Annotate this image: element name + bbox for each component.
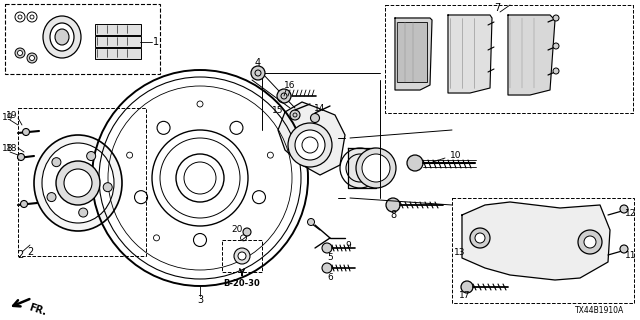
Circle shape: [322, 263, 332, 273]
Text: 12: 12: [625, 209, 636, 218]
Text: 16: 16: [284, 81, 296, 90]
Text: 3: 3: [197, 295, 203, 305]
Polygon shape: [462, 202, 610, 280]
Text: 18: 18: [6, 143, 18, 153]
Circle shape: [27, 53, 37, 63]
Text: 8: 8: [390, 210, 396, 220]
Circle shape: [322, 243, 332, 253]
Circle shape: [470, 228, 490, 248]
Circle shape: [47, 193, 56, 202]
Text: 4: 4: [255, 58, 261, 68]
Text: 19: 19: [6, 110, 18, 119]
Text: B-20-30: B-20-30: [223, 279, 260, 289]
Circle shape: [553, 43, 559, 49]
Circle shape: [407, 155, 423, 171]
Ellipse shape: [34, 135, 122, 231]
Polygon shape: [448, 15, 492, 93]
FancyBboxPatch shape: [397, 22, 427, 82]
Text: 10: 10: [450, 150, 461, 159]
Circle shape: [79, 208, 88, 217]
Circle shape: [251, 66, 265, 80]
Circle shape: [52, 158, 61, 167]
FancyBboxPatch shape: [95, 36, 141, 46]
Bar: [385, 5, 633, 113]
Circle shape: [310, 114, 319, 123]
Bar: [222, 240, 262, 272]
Circle shape: [578, 230, 602, 254]
Text: 11: 11: [625, 251, 637, 260]
Polygon shape: [395, 18, 432, 90]
Circle shape: [288, 123, 332, 167]
Circle shape: [29, 55, 35, 60]
Polygon shape: [348, 148, 376, 188]
Circle shape: [20, 201, 28, 207]
FancyBboxPatch shape: [95, 23, 141, 35]
Text: 17: 17: [460, 292, 471, 300]
Text: TX44B1910A: TX44B1910A: [575, 306, 624, 315]
Text: 6: 6: [327, 274, 333, 283]
Circle shape: [243, 228, 251, 236]
Circle shape: [475, 233, 485, 243]
Text: 20: 20: [231, 225, 243, 234]
Text: FR.: FR.: [28, 302, 48, 317]
Text: 2: 2: [17, 250, 23, 260]
Circle shape: [103, 183, 112, 192]
Circle shape: [584, 236, 596, 248]
Text: 1: 1: [153, 37, 159, 47]
Bar: [452, 198, 634, 303]
Text: 14: 14: [314, 103, 326, 113]
Circle shape: [17, 154, 24, 161]
Polygon shape: [508, 15, 555, 95]
Circle shape: [15, 48, 25, 58]
Circle shape: [277, 89, 291, 103]
Circle shape: [461, 281, 473, 293]
Circle shape: [620, 205, 628, 213]
Circle shape: [362, 154, 390, 182]
Circle shape: [553, 15, 559, 21]
Circle shape: [56, 161, 100, 205]
Ellipse shape: [42, 143, 114, 223]
Circle shape: [290, 110, 300, 120]
Circle shape: [295, 130, 325, 160]
Text: 19: 19: [3, 113, 13, 122]
Ellipse shape: [43, 16, 81, 58]
Circle shape: [356, 148, 396, 188]
Text: 13: 13: [454, 247, 466, 257]
Ellipse shape: [55, 29, 69, 45]
Text: 9: 9: [345, 241, 351, 250]
Circle shape: [238, 252, 246, 260]
Circle shape: [86, 152, 95, 161]
Circle shape: [553, 68, 559, 74]
Text: 5: 5: [327, 253, 333, 262]
Circle shape: [64, 169, 92, 197]
FancyBboxPatch shape: [95, 47, 141, 59]
Bar: [5, 4, 160, 74]
Circle shape: [22, 129, 29, 135]
Polygon shape: [278, 102, 345, 175]
Text: 2: 2: [27, 247, 33, 257]
Circle shape: [17, 51, 22, 55]
Bar: [18, 108, 146, 256]
Text: 18: 18: [3, 143, 13, 153]
Circle shape: [620, 245, 628, 253]
Text: 15: 15: [272, 106, 284, 115]
Text: 7: 7: [493, 3, 500, 13]
Circle shape: [386, 198, 400, 212]
Circle shape: [307, 219, 314, 226]
Ellipse shape: [50, 23, 74, 51]
Circle shape: [234, 248, 250, 264]
